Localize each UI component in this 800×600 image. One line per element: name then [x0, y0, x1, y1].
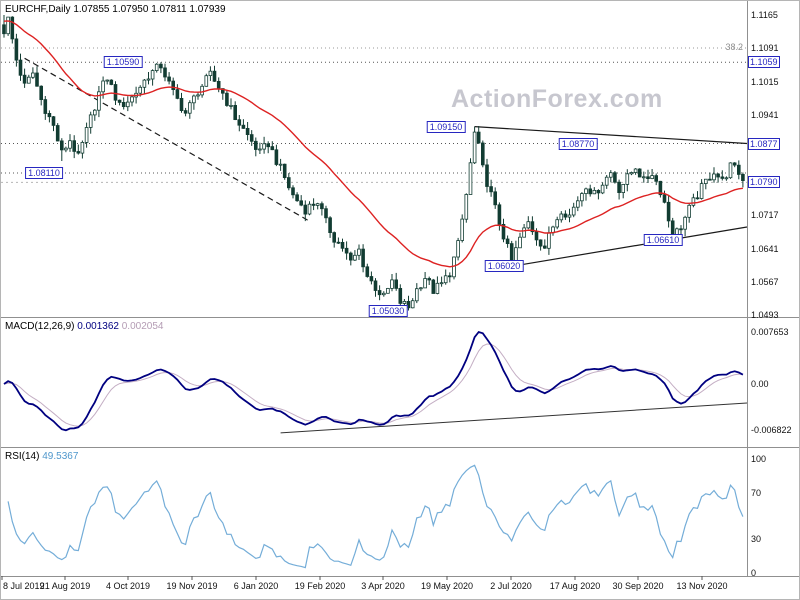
macd-signal-value: 0.002054 — [121, 321, 164, 332]
ohlc-values: 1.07855 1.07950 1.07811 1.07939 — [73, 4, 226, 15]
date-axis-label: 6 Jan 2020 — [233, 581, 279, 591]
price-level-label: 1.10590 — [103, 56, 143, 68]
rsi-header: RSI(14) 49.5367 — [5, 451, 78, 462]
price-axis-tick: 1.0641 — [751, 244, 779, 254]
date-axis-label: 3 Apr 2020 — [361, 581, 405, 591]
symbol-timeframe: EURCHF,Daily — [5, 4, 71, 15]
date-axis-label: 19 Nov 2019 — [166, 581, 218, 591]
price-level-label: 1.08770 — [558, 138, 598, 150]
price-axis-tick: 1.1165 — [751, 10, 778, 20]
price-axis-tick: 1.1015 — [751, 77, 779, 87]
rsi-axis-tick: 100 — [751, 454, 767, 464]
chart-title: EURCHF,Daily 1.07855 1.07950 1.07811 1.0… — [5, 4, 226, 15]
price-axis-tick: 1.0941 — [751, 110, 779, 120]
date-axis-label: 17 Aug 2020 — [549, 581, 601, 591]
date-axis-label: 2 Jul 2020 — [490, 581, 532, 591]
date-axis-label: 19 Feb 2020 — [294, 581, 346, 591]
fib-retracement-label: 38.2 — [725, 42, 743, 52]
date-axis-label: 4 Oct 2019 — [105, 581, 151, 591]
price-level-label: 1.08110 — [25, 167, 63, 179]
macd-header: MACD(12,26,9) 0.001362 0.002054 — [5, 321, 163, 332]
date-axis-label: 30 Sep 2020 — [612, 581, 664, 591]
macd-axis-tick: 0.00 — [751, 379, 769, 389]
date-axis-label: 21 Aug 2019 — [39, 581, 91, 591]
macd-axis-tick: 0.007653 — [751, 327, 789, 337]
date-axis-label: 8 Jul 2019 — [3, 581, 45, 591]
macd-label: MACD(12,26,9) — [5, 321, 75, 332]
price-axis-level-box: 1.0790 — [748, 176, 780, 188]
rsi-axis-tick: 0 — [751, 568, 757, 578]
price-level-label: 1.06610 — [643, 234, 683, 246]
price-axis-tick: 1.0567 — [751, 277, 779, 287]
rsi-axis-tick: 30 — [751, 534, 762, 544]
price-level-label: 1.09150 — [426, 121, 466, 133]
macd-axis-tick: -0.006822 — [751, 425, 792, 435]
price-axis-tick: 1.1091 — [751, 43, 779, 53]
price-axis-tick: 1.0493 — [751, 310, 779, 320]
price-level-label: 1.05030 — [368, 305, 408, 317]
rsi-label: RSI(14) — [5, 451, 40, 462]
price-level-label: 1.06020 — [484, 260, 524, 272]
rsi-value: 49.5367 — [42, 451, 79, 462]
price-axis-level-box: 1.1059 — [748, 56, 780, 68]
date-axis-label: 19 May 2020 — [420, 581, 474, 591]
price-axis-tick: 1.0717 — [751, 210, 779, 220]
watermark: ActionForex.com — [451, 85, 663, 113]
macd-main-value: 0.001362 — [77, 321, 119, 332]
date-axis-label: 13 Nov 2020 — [676, 581, 728, 591]
rsi-axis-tick: 70 — [751, 488, 762, 498]
price-axis-level-box: 1.0877 — [748, 138, 780, 150]
